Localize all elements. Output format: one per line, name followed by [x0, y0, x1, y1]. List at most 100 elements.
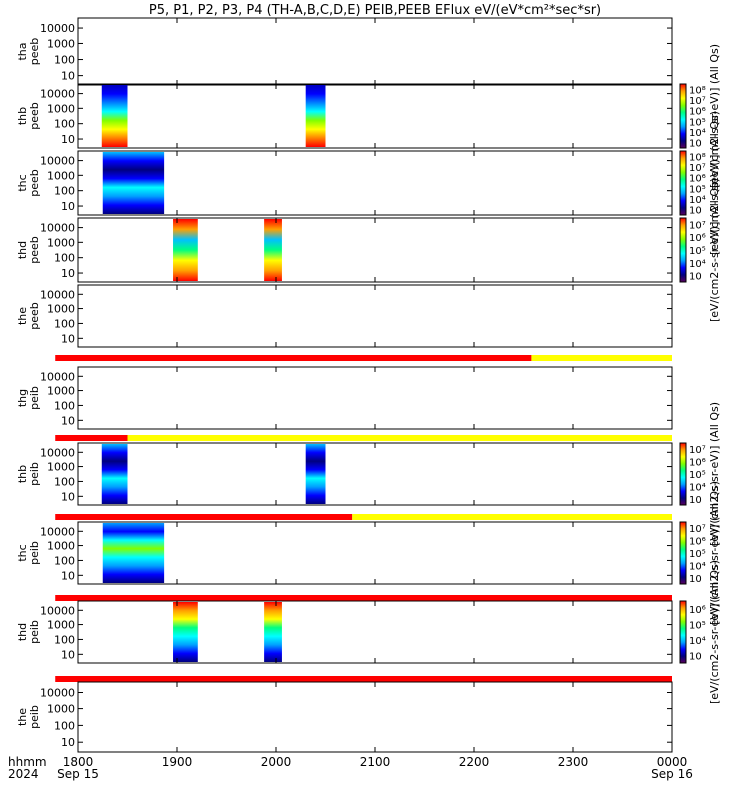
- y-tick-label: 1000: [47, 102, 75, 115]
- y-tick-label: 10: [61, 332, 75, 345]
- colorbar-tick-label: 10⁷: [689, 445, 706, 456]
- y-tick-label: 100: [54, 554, 75, 567]
- colorbar-tick-label: 10⁸: [689, 85, 706, 96]
- y-tick-label: 100: [54, 633, 75, 646]
- panel-thd-peib: 10000 1000100 10 thd peib: [16, 601, 672, 682]
- colorbar-tick-label: 10⁶: [689, 605, 706, 616]
- y-tick-label: 10: [61, 648, 75, 661]
- colorbar-tick-label: 10⁵: [689, 620, 706, 631]
- panel-tha-peeb: 10000100010010tha peeb: [16, 18, 672, 85]
- y-tick-label: 100: [54, 252, 75, 265]
- chart-title: P5, P1, P2, P3, P4 (TH-A,B,C,D,E) PEIB,P…: [149, 3, 601, 18]
- y-tick-label: 1000: [47, 303, 75, 316]
- panel-frame: [78, 367, 672, 429]
- x-axis-label-year: 2024: [8, 767, 39, 781]
- y-tick-label: 1000: [47, 619, 75, 632]
- x-tick-label: 1900: [162, 755, 193, 769]
- colorbar-strip: [680, 522, 686, 584]
- quality-flag-bar: [531, 355, 672, 361]
- panel-frame: [78, 218, 672, 282]
- panel-frame: [78, 84, 672, 148]
- colorbar-tick-label: 10⁳: [689, 495, 702, 506]
- colorbar-tick-label: 10⁸: [689, 152, 706, 163]
- quality-flag-bar: [55, 435, 127, 441]
- panel-species-label: peib: [28, 620, 41, 644]
- colorbar-tick-label: 10⁶: [689, 107, 706, 118]
- spectrogram-block: [264, 602, 282, 662]
- y-tick-label: 10: [61, 70, 75, 83]
- colorbar-tick-label: 10⁳: [689, 206, 702, 217]
- colorbar-tick-label: 10⁶: [689, 233, 706, 244]
- y-tick-label: 1000: [47, 461, 75, 474]
- colorbar-tick-label: 10⁵: [689, 470, 706, 481]
- y-tick-label: 10000: [40, 22, 75, 35]
- x-axis: 1800Sep 15 1900 2000 2100 2200 2300 0000Sep 16: [57, 755, 693, 781]
- y-tick-label: 100: [54, 118, 75, 131]
- colorbar-tick-label: 10⁶: [689, 537, 706, 548]
- colorbar-label: [eV/(cm2-s-sr-eV)] (All Qs): [708, 560, 721, 704]
- colorbar-strip: [680, 84, 686, 148]
- x-tick-date-label: Sep 15: [57, 767, 99, 781]
- panel-species-label: peeb: [28, 302, 41, 330]
- y-tick-label: 1000: [47, 540, 75, 553]
- panel-frame: [78, 522, 672, 584]
- y-tick-label: 100: [54, 475, 75, 488]
- panel-frame: [78, 601, 672, 663]
- panel-thb-peeb: 10000100010010thb peeb: [16, 84, 672, 148]
- spectrogram-block: [173, 219, 198, 281]
- y-tick-label: 10000: [40, 222, 75, 235]
- quality-flag-bar: [128, 435, 673, 441]
- colorbar-label: [eV/(cm2-s-sr-eV)] (All Qs): [708, 178, 721, 322]
- panel-thd-peeb: 10000100010010thd peeb: [16, 218, 672, 282]
- y-tick-label: 100: [54, 317, 75, 330]
- colorbar-tick-label: 10⁵: [689, 117, 706, 128]
- panel-frame: [78, 18, 672, 85]
- spectrogram-block: [103, 523, 164, 583]
- colorbar-tick-label: 10⁷: [689, 163, 706, 174]
- colorbar-tick-label: 10⁷: [689, 96, 706, 107]
- colorbar-tick-label: 10⁵: [689, 246, 706, 257]
- panel-thg-peib: 10000 1000100 10 thg peib: [16, 367, 672, 441]
- y-tick-label: 1000: [47, 236, 75, 249]
- panel-species-label: peib: [28, 541, 41, 565]
- quality-flag-bar: [55, 676, 672, 682]
- y-tick-label: 1000: [47, 37, 75, 50]
- colorbar-tick-label: 10⁴: [689, 636, 706, 647]
- x-tick-label: 2300: [558, 755, 589, 769]
- y-tick-label: 10: [61, 569, 75, 582]
- colorbar-tick-label: 10⁵: [689, 549, 706, 560]
- colorbar-strip: [680, 601, 686, 663]
- x-tick-label: 2100: [360, 755, 391, 769]
- spectrogram-block: [103, 152, 164, 214]
- panel-the-peeb: 10000 1000100 10 the peeb: [16, 285, 672, 361]
- quality-flag-bar: [55, 595, 672, 601]
- y-tick-label: 10000: [40, 155, 75, 168]
- y-tick-label: 10000: [40, 446, 75, 459]
- y-tick-label: 1000: [47, 169, 75, 182]
- panel-frame: [78, 682, 672, 752]
- colorbar-tick-label: 10⁴: [689, 259, 706, 270]
- panel-thb-peib: 10000 1000100 10 thb peib: [16, 443, 672, 520]
- colorbar-tick-label: 10⁳: [689, 272, 702, 283]
- colorbar-tick-label: 10⁴: [689, 195, 706, 206]
- y-tick-label: 100: [54, 399, 75, 412]
- panel-thc-peib: 10000 1000100 10 thc peib: [16, 522, 672, 601]
- y-tick-label: 10: [61, 267, 75, 280]
- colorbar-tick-label: 10⁳: [689, 651, 702, 662]
- colorbar-tick-label: 10⁵: [689, 184, 706, 195]
- colorbar-strip: [680, 151, 686, 215]
- panel-species-label: peeb: [28, 102, 41, 130]
- y-tick-label: 100: [54, 185, 75, 198]
- panel-species-label: peib: [28, 386, 41, 410]
- y-tick-label: 10000: [40, 88, 75, 101]
- y-tick-label: 10: [61, 414, 75, 427]
- y-tick-label: 100: [54, 719, 75, 732]
- panel-the-peib: 10000 1000 100 10 the peib: [16, 682, 672, 752]
- x-tick-date-label: Sep 16: [651, 767, 693, 781]
- y-tick-label: 10000: [40, 687, 75, 700]
- colorbar-tick-label: 10⁷: [689, 220, 706, 231]
- y-tick-label: 10: [61, 736, 75, 749]
- y-tick-label: 1000: [47, 385, 75, 398]
- panel-species-label: peib: [28, 462, 41, 486]
